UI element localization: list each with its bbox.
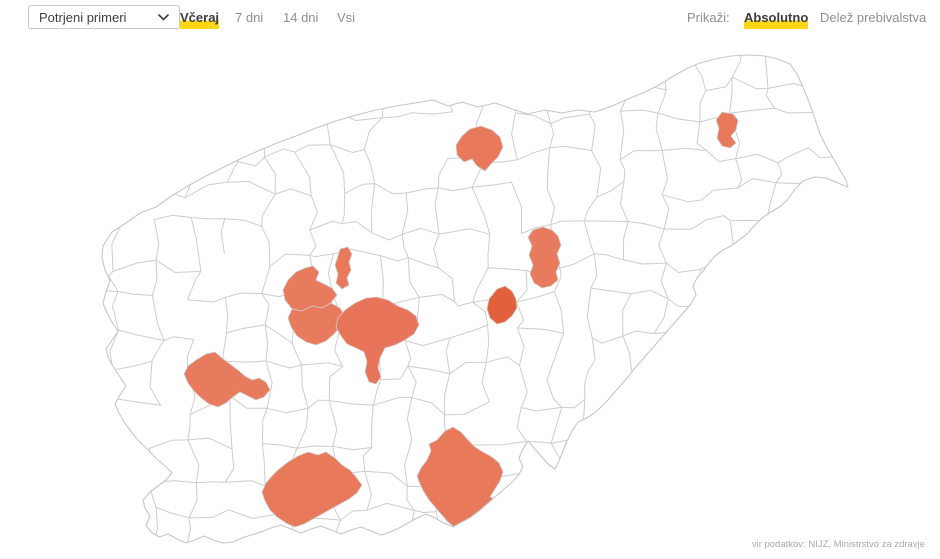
- metric-dropdown[interactable]: Potrjeni primeri: [28, 5, 180, 29]
- municipality-region-east-vertical[interactable]: [527, 226, 562, 289]
- municipality-region-south-west-large[interactable]: [261, 451, 363, 528]
- municipality-region-nw-gorenjska[interactable]: [455, 125, 504, 172]
- tab-vceraj[interactable]: Včeraj: [180, 9, 220, 29]
- municipality-region-east-round-strong[interactable]: [486, 285, 518, 325]
- tab-absolutno[interactable]: Absolutno: [744, 9, 809, 29]
- tab-14dni[interactable]: 14 dni: [283, 10, 319, 25]
- country-silhouette: [102, 55, 848, 543]
- tab-delez-prebivalstva[interactable]: Delež prebivalstva: [820, 10, 927, 25]
- municipality-region-center-strip[interactable]: [334, 246, 353, 290]
- chevron-down-icon: [158, 13, 169, 21]
- source-attribution: vir podatkov: NIJZ, Ministrstvo za zdrav…: [751, 539, 925, 550]
- tab-vsi[interactable]: Vsi: [337, 10, 356, 25]
- municipality-region-sw-inner[interactable]: [183, 351, 271, 408]
- country-border: [101, 54, 849, 544]
- municipality-region-ne-podravje[interactable]: [715, 111, 739, 149]
- display-mode-label: Prikaži:: [687, 10, 730, 25]
- metric-dropdown-value: Potrjeni primeri: [39, 9, 127, 25]
- municipality-region-center-large[interactable]: [335, 296, 420, 385]
- tab-7dni[interactable]: 7 dni: [235, 10, 264, 25]
- highlighted-municipalities: [183, 111, 739, 528]
